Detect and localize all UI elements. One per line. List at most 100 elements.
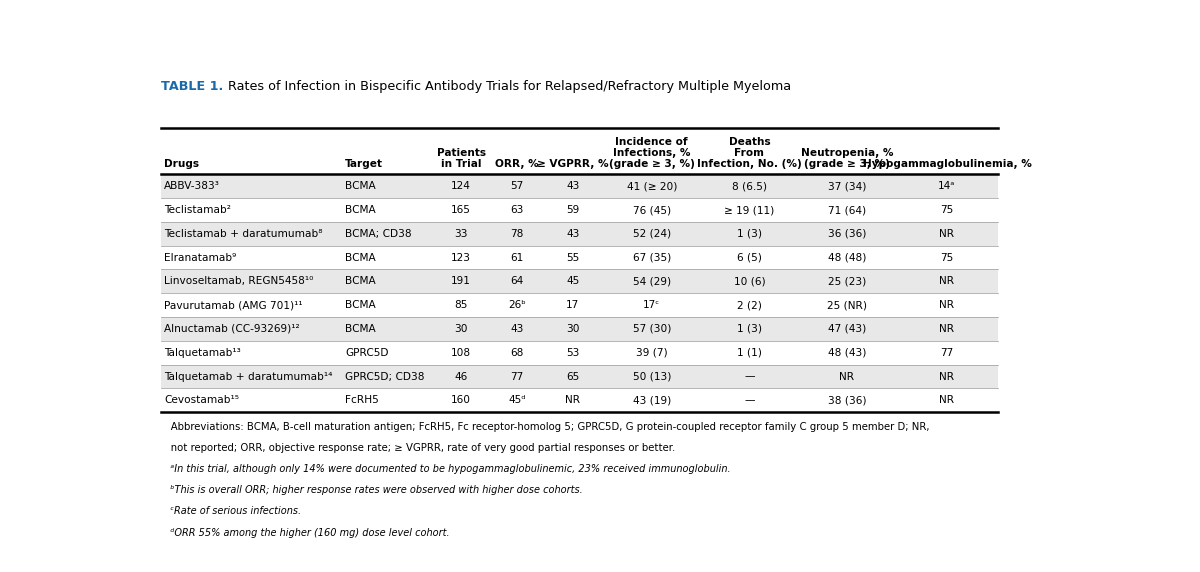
Text: 37 (34): 37 (34)	[828, 181, 866, 191]
Text: Talquetamab + daratumumab¹⁴: Talquetamab + daratumumab¹⁴	[164, 371, 332, 382]
Text: Cevostamab¹⁵: Cevostamab¹⁵	[164, 395, 239, 406]
Text: 17: 17	[566, 300, 580, 310]
Bar	[161, 364, 998, 388]
Text: Target: Target	[346, 158, 383, 169]
Text: 160: 160	[451, 395, 472, 406]
Text: —: —	[744, 395, 755, 406]
Text: 191: 191	[451, 276, 472, 287]
Text: BCMA: BCMA	[346, 324, 376, 334]
Bar	[161, 317, 998, 341]
Text: GPRC5D: GPRC5D	[346, 348, 389, 358]
Text: 124: 124	[451, 181, 472, 191]
Text: —: —	[744, 371, 755, 382]
Text: in Trial: in Trial	[440, 158, 481, 169]
Text: 78: 78	[510, 229, 523, 239]
Text: 36 (36): 36 (36)	[828, 229, 866, 239]
Text: NR: NR	[940, 300, 954, 310]
Text: ≥ 19 (11): ≥ 19 (11)	[725, 205, 774, 215]
Text: 77: 77	[941, 348, 954, 358]
Text: 8 (6.5): 8 (6.5)	[732, 181, 767, 191]
Text: NR: NR	[940, 229, 954, 239]
Text: 26ᵇ: 26ᵇ	[508, 300, 526, 310]
Text: 64: 64	[510, 276, 523, 287]
Text: 38 (36): 38 (36)	[828, 395, 866, 406]
Text: 57 (30): 57 (30)	[632, 324, 671, 334]
Text: Infection, No. (%): Infection, No. (%)	[697, 158, 802, 169]
Text: 30: 30	[566, 324, 580, 334]
Text: 52 (24): 52 (24)	[632, 229, 671, 239]
Text: 46: 46	[455, 371, 468, 382]
Text: Teclistamab + daratumumab⁸: Teclistamab + daratumumab⁸	[164, 229, 323, 239]
Text: Deaths: Deaths	[728, 137, 770, 148]
Text: 68: 68	[510, 348, 523, 358]
Text: Teclistamab²: Teclistamab²	[164, 205, 230, 215]
Text: 1 (3): 1 (3)	[737, 229, 762, 239]
Text: 2 (2): 2 (2)	[737, 300, 762, 310]
Text: Drugs: Drugs	[164, 158, 199, 169]
Text: 43: 43	[566, 181, 580, 191]
Text: 41 (≥ 20): 41 (≥ 20)	[626, 181, 677, 191]
Text: 10 (6): 10 (6)	[733, 276, 766, 287]
Text: 165: 165	[451, 205, 472, 215]
Text: not reported; ORR, objective response rate; ≥ VGPRR, rate of very good partial r: not reported; ORR, objective response ra…	[161, 443, 676, 453]
Text: 71 (64): 71 (64)	[828, 205, 866, 215]
Text: Hypogammaglobulinemia, %: Hypogammaglobulinemia, %	[863, 158, 1032, 169]
Text: ≥ VGPRR, %: ≥ VGPRR, %	[536, 158, 608, 169]
Text: 43 (19): 43 (19)	[632, 395, 671, 406]
Text: 25 (23): 25 (23)	[828, 276, 866, 287]
Text: BCMA; CD38: BCMA; CD38	[346, 229, 412, 239]
Text: NR: NR	[840, 371, 854, 382]
Text: 75: 75	[941, 205, 954, 215]
Text: 123: 123	[451, 253, 472, 263]
Text: 39 (7): 39 (7)	[636, 348, 667, 358]
Text: (grade ≥ 3, %): (grade ≥ 3, %)	[608, 158, 695, 169]
Text: 77: 77	[510, 371, 523, 382]
Text: NR: NR	[565, 395, 581, 406]
Text: 47 (43): 47 (43)	[828, 324, 866, 334]
Text: BCMA: BCMA	[346, 300, 376, 310]
Text: BCMA: BCMA	[346, 181, 376, 191]
Text: Abbreviations: BCMA, B-cell maturation antigen; FcRH5, Fc receptor-homolog 5; GP: Abbreviations: BCMA, B-cell maturation a…	[161, 422, 930, 432]
Text: From: From	[734, 148, 764, 158]
Text: 67 (35): 67 (35)	[632, 253, 671, 263]
Text: TABLE 1.: TABLE 1.	[161, 80, 223, 93]
Bar	[161, 174, 998, 198]
Text: 53: 53	[566, 348, 580, 358]
Text: ABBV-383³: ABBV-383³	[164, 181, 220, 191]
Text: 76 (45): 76 (45)	[632, 205, 671, 215]
Text: Incidence of: Incidence of	[616, 137, 688, 148]
Text: 85: 85	[455, 300, 468, 310]
Bar	[161, 269, 998, 293]
Text: Pavurutamab (AMG 701)¹¹: Pavurutamab (AMG 701)¹¹	[164, 300, 302, 310]
Text: 14ᵃ: 14ᵃ	[938, 181, 955, 191]
Text: ᶜRate of serious infections.: ᶜRate of serious infections.	[161, 506, 301, 517]
Text: Talquetamab¹³: Talquetamab¹³	[164, 348, 241, 358]
Text: Patients: Patients	[437, 148, 486, 158]
Text: Infections, %: Infections, %	[613, 148, 690, 158]
Text: NR: NR	[940, 324, 954, 334]
Text: Alnuctamab (CC-93269)¹²: Alnuctamab (CC-93269)¹²	[164, 324, 300, 334]
Text: 25 (NR): 25 (NR)	[827, 300, 868, 310]
Text: 30: 30	[455, 324, 468, 334]
Text: Elranatamab⁹: Elranatamab⁹	[164, 253, 236, 263]
Text: 61: 61	[510, 253, 523, 263]
Text: (grade ≥ 3, %): (grade ≥ 3, %)	[804, 158, 890, 169]
Text: 17ᶜ: 17ᶜ	[643, 300, 660, 310]
Text: 45: 45	[566, 276, 580, 287]
Text: NR: NR	[940, 371, 954, 382]
Text: 33: 33	[455, 229, 468, 239]
Text: ᵇThis is overall ORR; higher response rates were observed with higher dose cohor: ᵇThis is overall ORR; higher response ra…	[161, 485, 583, 495]
Text: NR: NR	[940, 276, 954, 287]
Text: 54 (29): 54 (29)	[632, 276, 671, 287]
Text: BCMA: BCMA	[346, 205, 376, 215]
Text: BCMA: BCMA	[346, 253, 376, 263]
Text: 57: 57	[510, 181, 523, 191]
Text: 45ᵈ: 45ᵈ	[508, 395, 526, 406]
Text: ORR, %: ORR, %	[496, 158, 539, 169]
Text: 43: 43	[566, 229, 580, 239]
Text: 43: 43	[510, 324, 523, 334]
Text: Neutropenia, %: Neutropenia, %	[800, 148, 893, 158]
Text: 59: 59	[566, 205, 580, 215]
Text: 50 (13): 50 (13)	[632, 371, 671, 382]
Text: BCMA: BCMA	[346, 276, 376, 287]
